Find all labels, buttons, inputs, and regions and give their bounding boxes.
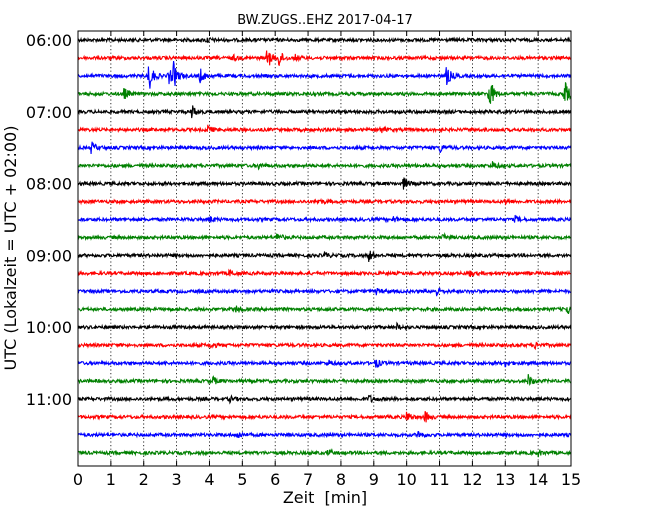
x-tick-label: 14 bbox=[528, 470, 548, 489]
trace-10:15 bbox=[77, 341, 572, 351]
y-axis-label: UTC (Lokalzeit = UTC + 02:00) bbox=[1, 126, 20, 371]
trace-11:45 bbox=[77, 448, 572, 458]
y-tick-label: 08:00 bbox=[26, 175, 72, 194]
trace-06:30 bbox=[77, 60, 572, 89]
x-tick-label: 1 bbox=[106, 470, 116, 489]
trace-08:00 bbox=[77, 177, 572, 190]
trace-07:45 bbox=[77, 161, 572, 171]
x-tick-label: 3 bbox=[172, 470, 182, 489]
trace-09:45 bbox=[77, 305, 572, 314]
trace-10:45 bbox=[77, 374, 572, 387]
x-tick-label: 13 bbox=[495, 470, 515, 489]
x-tick-label: 2 bbox=[139, 470, 149, 489]
trace-11:15 bbox=[77, 411, 572, 423]
x-tick-label: 6 bbox=[270, 470, 280, 489]
trace-10:30 bbox=[77, 359, 572, 368]
y-axis-ticks: 06:00 07:00 08:00 09:00 10:00 11:00 bbox=[26, 31, 83, 409]
trace-07:00 bbox=[77, 105, 572, 119]
x-tick-label: 8 bbox=[336, 470, 346, 489]
x-tick-label: 9 bbox=[369, 470, 379, 489]
trace-07:15 bbox=[77, 124, 572, 134]
chart-title: BW.ZUGS..EHZ 2017-04-17 bbox=[237, 13, 413, 28]
x-tick-label: 11 bbox=[429, 470, 449, 489]
x-tick-label: 15 bbox=[561, 470, 581, 489]
y-tick-label: 10:00 bbox=[26, 318, 72, 337]
trace-08:45 bbox=[77, 231, 572, 242]
trace-06:15 bbox=[77, 50, 572, 67]
trace-10:00 bbox=[77, 321, 572, 331]
trace-09:00 bbox=[77, 250, 572, 262]
trace-06:00 bbox=[77, 36, 572, 44]
trace-11:00 bbox=[77, 394, 572, 405]
trace-07:30 bbox=[77, 141, 572, 154]
trace-11:30 bbox=[77, 431, 572, 439]
x-tick-label: 5 bbox=[237, 470, 247, 489]
seismic-traces bbox=[77, 36, 572, 458]
y-tick-label: 07:00 bbox=[26, 103, 72, 122]
trace-09:15 bbox=[77, 268, 572, 278]
x-tick-label: 0 bbox=[73, 470, 83, 489]
y-tick-label: 11:00 bbox=[26, 390, 72, 409]
y-tick-label: 09:00 bbox=[26, 246, 72, 265]
x-tick-label: 10 bbox=[396, 470, 416, 489]
y-tick-label: 06:00 bbox=[26, 31, 72, 50]
x-axis-label: Zeit [min] bbox=[283, 488, 367, 507]
grid-lines bbox=[110, 31, 539, 466]
x-tick-label: 4 bbox=[204, 470, 214, 489]
x-tick-label: 7 bbox=[303, 470, 313, 489]
plot-frame bbox=[77, 30, 572, 467]
trace-08:15 bbox=[77, 197, 572, 206]
x-tick-label: 12 bbox=[462, 470, 482, 489]
trace-06:45 bbox=[77, 82, 572, 104]
x-axis-ticks: 0 1 2 3 4 5 6 7 8 9 10 11 12 13 14 15 bbox=[73, 31, 581, 489]
trace-09:30 bbox=[77, 287, 572, 297]
trace-08:30 bbox=[77, 214, 572, 224]
